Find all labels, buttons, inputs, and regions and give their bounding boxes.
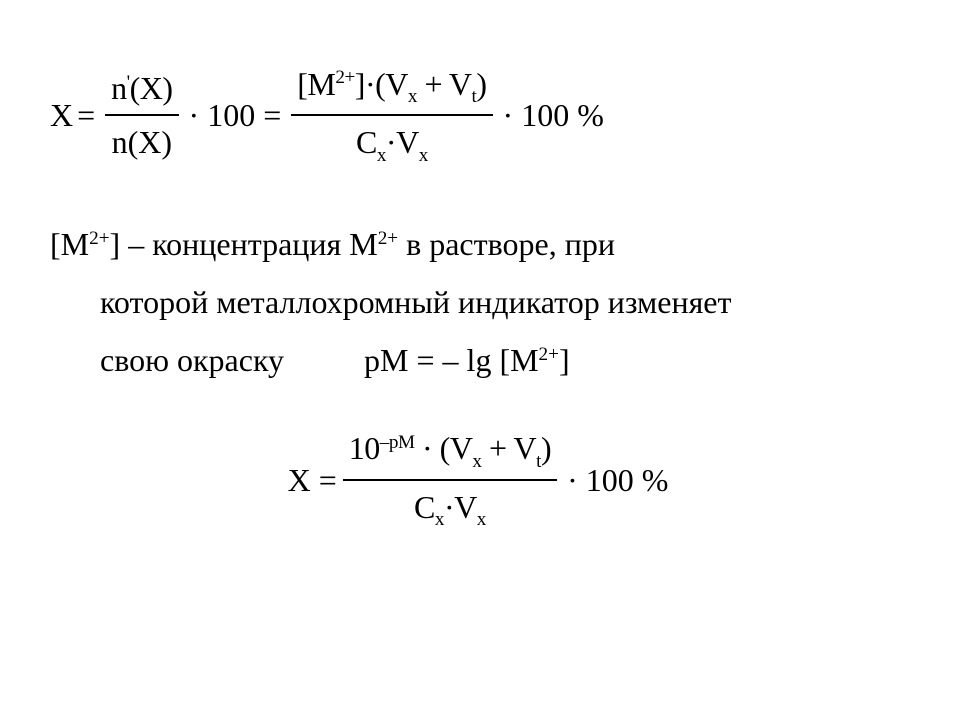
den-c: C [356,124,377,160]
fraction-two-denominator: Cx·Vx [350,116,434,170]
num-vx: · (V [415,430,473,466]
num-prime: ' [127,72,130,93]
exp-m-open: [M [50,226,89,262]
fraction-one-denominator: n(X) [106,116,178,166]
den3-sub-x1: x [435,509,444,530]
exp-color-change: свою окраску [100,336,284,384]
den-sub-x1: x [377,145,386,166]
formula-one: X = n'(X) n(X) · 100 = [M2+]·(Vx + Vt) C… [50,60,910,170]
tail-text-two: · 100 % [567,456,668,504]
symbol-x: X [50,91,73,139]
seg-2plus: 2+ [335,67,354,88]
tail-text-one: · 100 % [503,91,604,139]
num-plus-vt: + V [482,430,537,466]
formula-two-lhs: X = [288,456,337,504]
pm-2plus: 2+ [539,344,559,365]
equals-sign: = [77,91,95,139]
fraction-one: n'(X) n(X) [105,64,178,166]
fraction-three-numerator: 10–pM · (Vx + Vt) [343,424,557,478]
den-v: ·V [386,124,419,160]
den-sub-x2: x [419,145,428,166]
seg-sub-x: x [408,86,417,107]
explanation-block: [M2+] – концентрация M2+ в растворе, при… [50,220,910,384]
exp-2plus-2: 2+ [378,228,398,249]
explanation-line-three: свою окраску pM = – lg [M2+] [50,336,910,384]
num-neg-pm: –pM [380,432,415,453]
den3-sub-x2: x [477,509,486,530]
seg-vx: ]·(V [355,66,408,102]
num-sub-x: x [472,451,481,472]
num-ten: 10 [349,430,380,466]
exp-2plus-1: 2+ [89,228,109,249]
explanation-line-one: [M2+] – концентрация M2+ в растворе, при [50,220,910,268]
seg-sub-t: t [472,86,477,107]
seg-close: ) [476,66,486,102]
num-sub-t: t [536,451,541,472]
formula-two: X = 10–pM · (Vx + Vt) Cx·Vx · 100 % [50,424,910,534]
den3-v: ·V [444,489,477,525]
den3-c: C [414,489,435,525]
pm-lg: pM = – lg [M [364,342,539,378]
exp-concentration: ] – концентрация M [110,226,378,262]
seg-m: [M [297,66,335,102]
formula-one-lhs: X = [50,91,99,139]
fraction-two: [M2+]·(Vx + Vt) Cx·Vx [291,60,492,170]
fraction-one-numerator: n'(X) [105,64,178,114]
mid-text-one: · 100 = [189,91,282,139]
fraction-three: 10–pM · (Vx + Vt) Cx·Vx [343,424,557,534]
num-close: ) [541,430,551,466]
pm-close: ] [559,342,570,378]
pm-definition: pM = – lg [M2+] [364,336,570,384]
fraction-three-denominator: Cx·Vx [408,481,492,535]
fraction-two-numerator: [M2+]·(Vx + Vt) [291,60,492,114]
exp-in-solution: в растворе, при [398,226,615,262]
num-x: (X) [130,70,173,106]
num-n: n [111,70,127,106]
seg-plus-vt: + V [417,66,472,102]
explanation-line-two: которой металлохромный индикатор изменяе… [50,278,910,326]
